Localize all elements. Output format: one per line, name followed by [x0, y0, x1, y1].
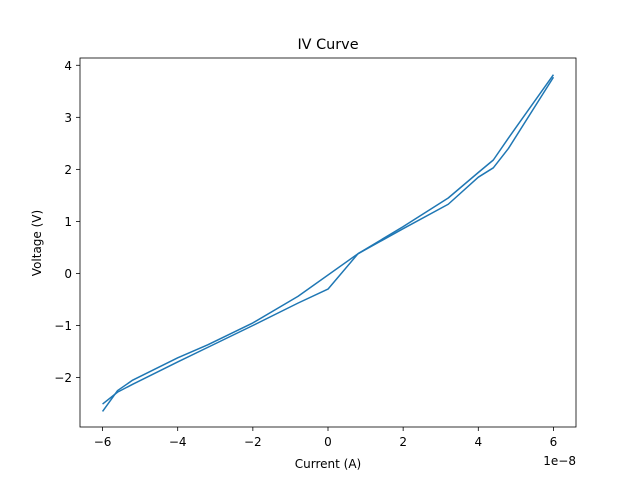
y-tick-label: −1	[54, 319, 72, 333]
x-tick-label: 0	[324, 435, 332, 449]
x-tick-label: 4	[474, 435, 482, 449]
x-tick-label: −4	[169, 435, 187, 449]
y-tick-label: 1	[64, 215, 72, 229]
x-axis-label: Current (A)	[295, 457, 361, 471]
y-tick-label: 0	[64, 267, 72, 281]
y-axis-label: Voltage (V)	[30, 210, 44, 276]
series-line-1	[101, 76, 555, 412]
y-tick-label: 3	[64, 111, 72, 125]
x-tick-label: −2	[244, 435, 262, 449]
x-tick-label: 6	[550, 435, 558, 449]
y-axis-ticks: −2 −1 0 1 2 3 4	[54, 59, 80, 385]
y-tick-label: 2	[64, 163, 72, 177]
x-axis-offset-label: 1e−8	[543, 454, 576, 468]
x-axis-ticks: −6 −4 −2 0 2 4 6	[94, 427, 558, 449]
y-tick-label: −2	[54, 371, 72, 385]
x-tick-label: 2	[399, 435, 407, 449]
plot-area	[79, 57, 577, 428]
y-tick-label: 4	[64, 59, 72, 73]
series-layer	[101, 74, 555, 412]
chart-title: IV Curve	[297, 37, 358, 53]
axes-frame	[79, 57, 577, 428]
series-line-0	[102, 74, 555, 405]
x-tick-label: −6	[94, 435, 112, 449]
